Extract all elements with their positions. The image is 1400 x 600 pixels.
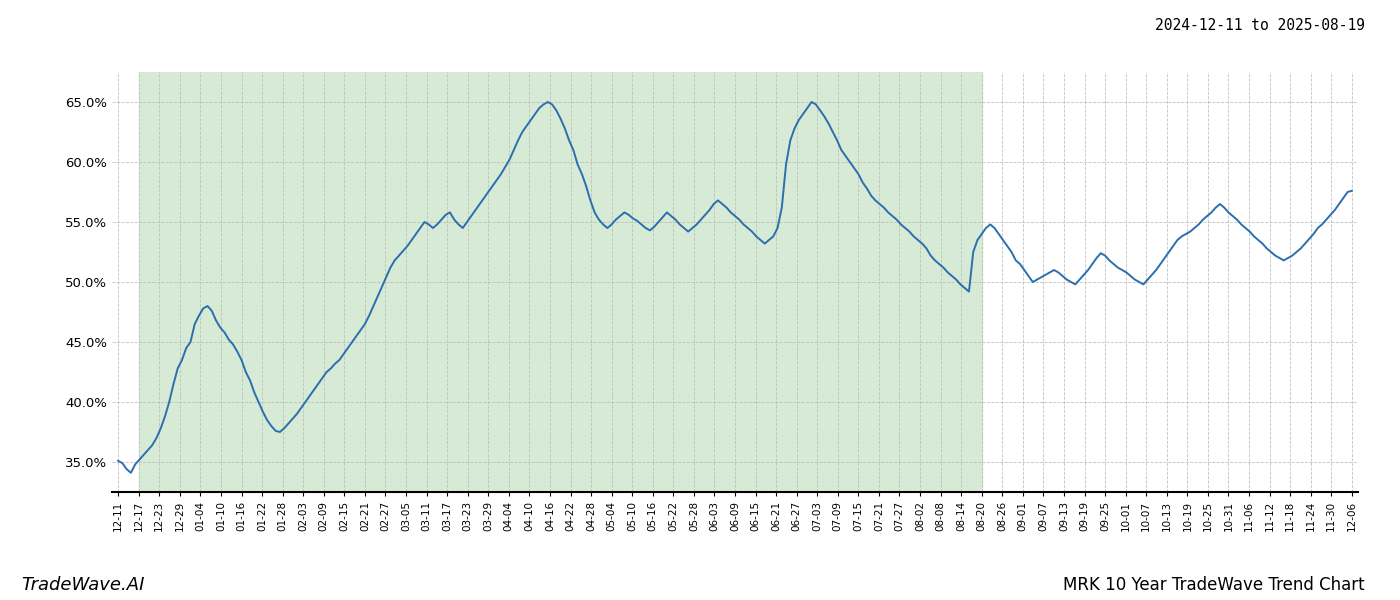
Text: 2024-12-11 to 2025-08-19: 2024-12-11 to 2025-08-19: [1155, 18, 1365, 33]
Text: TradeWave.AI: TradeWave.AI: [21, 576, 144, 594]
Bar: [139, 72, 981, 492]
Text: MRK 10 Year TradeWave Trend Chart: MRK 10 Year TradeWave Trend Chart: [1064, 576, 1365, 594]
